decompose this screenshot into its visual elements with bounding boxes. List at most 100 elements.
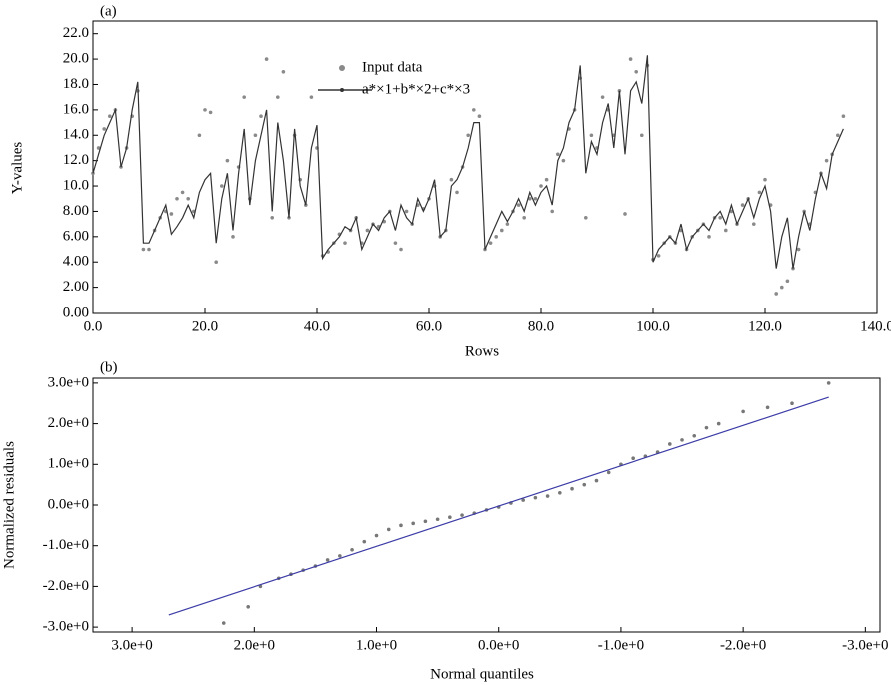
data-point [175,196,179,201]
y-tick-label: 22.0 [63,25,89,41]
panel-label: (a) [100,3,117,19]
data-point [411,521,415,526]
x-tick-label: 80.0 [528,318,554,334]
y-tick-label: 20.0 [63,51,89,67]
x-tick-label: -3.0e+0 [842,637,888,653]
x-tick-label: 60.0 [416,318,442,334]
data-point [186,196,190,201]
data-point [259,114,263,119]
legend-label: Input data [362,59,423,75]
data-point [488,241,493,245]
data-point [634,69,638,74]
data-point [203,108,207,112]
data-point [108,114,112,119]
data-point [423,519,428,524]
data-point [558,490,562,495]
y-tick-label: 18.0 [63,76,89,92]
data-point [716,421,721,426]
y-tick-label: 12.0 [63,152,89,168]
y-tick-label: 8.00 [63,203,89,219]
data-point [264,57,269,61]
data-point [790,401,794,406]
data-point [460,513,464,517]
data-point [270,215,275,220]
data-point [680,438,684,442]
data-point [281,69,286,74]
data-point [640,133,644,138]
data-point [824,158,829,163]
data-point [628,57,633,61]
y-tick-label: 16.0 [63,101,89,117]
data-point [455,190,459,195]
data-point [180,190,185,195]
data-point [500,228,504,233]
data-point [570,486,574,491]
y-tick-label: 4.00 [63,254,89,270]
data-point [656,254,661,258]
x-tick-label: 3.0e+0 [111,637,152,653]
x-tick-label: 20.0 [192,318,218,334]
data-point [374,533,379,538]
legend-marker [340,88,344,92]
data-point [528,196,532,201]
x-tick-label: 2.0e+0 [234,637,275,653]
x-tick-label: -1.0e+0 [598,637,644,653]
data-point [533,196,538,201]
data-point [208,110,213,115]
data-point [623,212,627,216]
data-point [246,604,251,609]
data-point [584,215,588,220]
data-point [836,133,840,138]
data-point [365,228,370,233]
data-point [600,95,605,99]
data-point [276,95,280,99]
x-tick-label: 120.0 [748,318,782,334]
data-point [253,133,258,138]
y-tick-label: 2.00 [63,279,89,295]
data-point [325,558,330,562]
data-point [757,190,762,195]
data-point [141,247,146,252]
data-point [752,222,756,226]
data-point [225,158,230,163]
data-point [550,209,554,214]
data-point [780,285,784,290]
x-tick-label: 0.0e+0 [478,637,519,653]
y-tick-label: 3.0e+0 [48,374,89,390]
legend-marker [339,65,345,71]
x-tick-label: 40.0 [304,318,330,334]
data-point [741,409,745,414]
data-point [765,405,770,410]
data-point [740,203,745,207]
data-point [393,241,398,245]
x-tick-label: 1.0e+0 [356,637,397,653]
data-point [582,482,587,487]
data-point [362,539,367,544]
data-point [399,523,403,528]
data-point [545,494,550,498]
data-point [169,212,174,216]
y-axis-label: Y-values [9,142,25,195]
y-tick-label: -2.0e+0 [43,578,89,594]
data-point [404,209,409,214]
data-point [521,498,525,502]
data-point [343,241,347,245]
x-axis-label: Normal quantiles [430,666,534,682]
data-point [544,177,549,182]
data-point [91,171,95,176]
data-point [516,203,521,207]
data-point [668,442,672,446]
data-point [774,292,778,296]
data-point [704,425,709,430]
data-point [386,527,391,532]
data-point [102,127,106,131]
data-point [826,381,831,385]
panel-label: (b) [100,359,118,375]
data-point [505,222,510,226]
data-point [561,158,566,163]
data-point [494,235,499,239]
data-point [449,177,454,182]
x-tick-label: -2.0e+0 [720,637,766,653]
data-point [692,434,697,438]
